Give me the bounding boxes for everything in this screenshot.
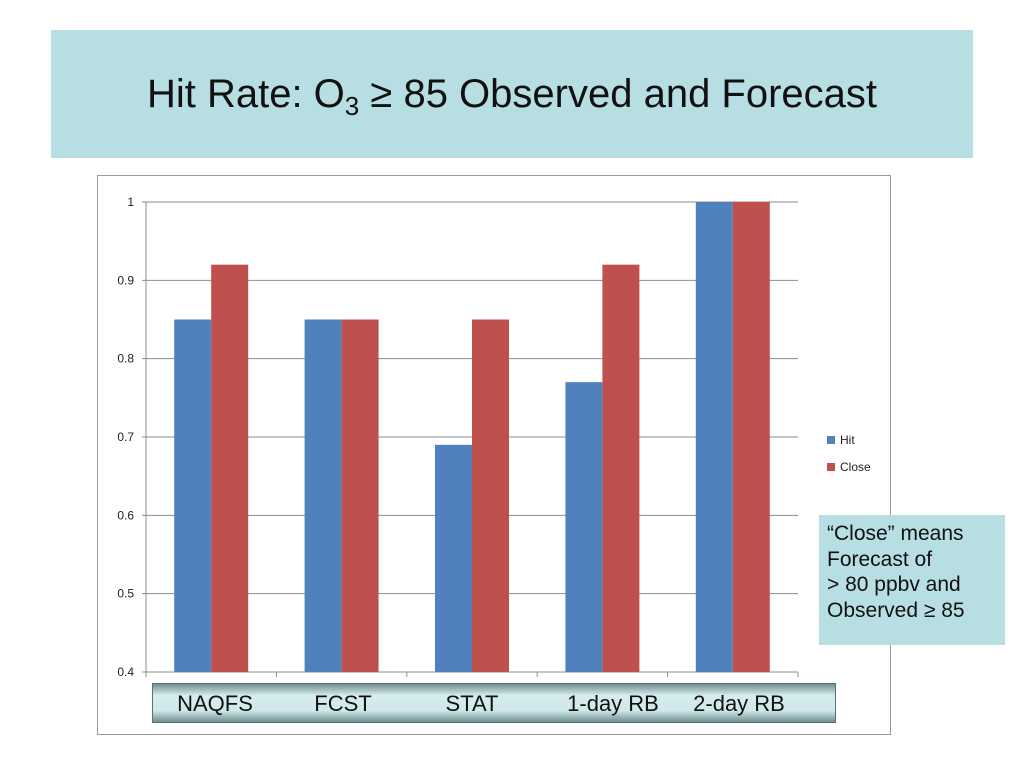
note-line: > 80 ppbv and	[827, 573, 961, 596]
note-line: Forecast of	[827, 547, 933, 571]
note-box: “Close” means Forecast of > 80 ppbv and …	[819, 515, 1005, 645]
y-tick-label: 0.8	[117, 352, 134, 366]
legend-swatch	[827, 436, 835, 444]
category-label: NAQFS	[177, 691, 253, 716]
bar-close	[732, 202, 770, 672]
category-label: 2-day RB	[693, 691, 785, 716]
bar-close	[472, 319, 509, 672]
bar-hit	[695, 202, 733, 672]
slide-title: Hit Rate: O3 ≥ 85 Observed and Forecast	[146, 71, 878, 119]
title-subscript: 3	[344, 90, 360, 121]
note-line: “Close” means	[827, 522, 964, 545]
category-label: FCST	[314, 691, 372, 716]
y-tick-label: 1	[127, 195, 134, 209]
title-suffix: ≥ 85 Observed and Forecast	[359, 71, 878, 116]
y-tick-label: 0.7	[117, 430, 134, 444]
chart-frame: 1 0.9 0.8 0.7 0.6 0.5 0.4 Hit Close	[97, 175, 891, 735]
bar-close	[211, 264, 249, 672]
bar-chart: 1 0.9 0.8 0.7 0.6 0.5 0.4 Hit Close	[117, 195, 871, 679]
note-line: Observed ≥ 85	[827, 598, 965, 622]
y-tick-label: 0.5	[117, 587, 134, 601]
y-tick-label: 0.4	[117, 665, 134, 679]
title-banner: Hit Rate: O3 ≥ 85 Observed and Forecast	[51, 30, 973, 158]
legend-swatch	[827, 463, 835, 471]
category-label-band: NAQFS FCST STAT 1-day RB 2-day RB	[152, 683, 836, 723]
bar-hit	[174, 319, 212, 672]
bar-close	[602, 264, 640, 672]
bar-hit	[435, 444, 472, 672]
bar-hit	[304, 319, 342, 672]
legend-label: Hit	[840, 433, 855, 447]
y-tick-label: 0.9	[117, 273, 134, 287]
bar-hit	[565, 382, 603, 672]
legend-label: Close	[840, 460, 871, 474]
category-label: STAT	[445, 691, 499, 716]
title-prefix: Hit Rate: O	[146, 71, 345, 116]
bar-close	[341, 319, 379, 672]
category-label: 1-day RB	[567, 691, 659, 716]
y-tick-label: 0.6	[117, 508, 134, 522]
